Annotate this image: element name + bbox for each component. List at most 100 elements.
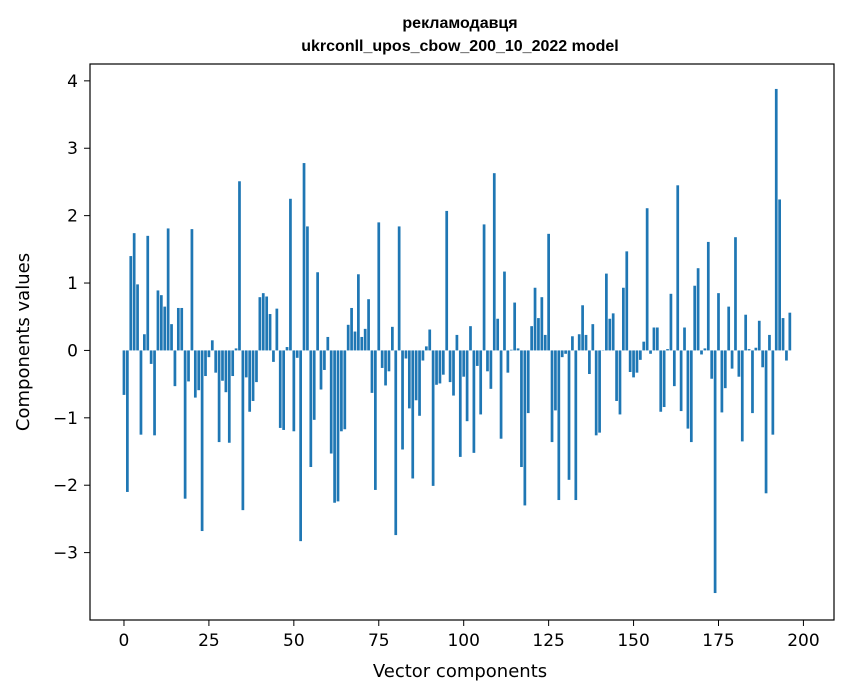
bar-2 <box>129 256 133 351</box>
bar-70 <box>360 336 364 351</box>
x-tick-label: 200 <box>787 631 819 651</box>
bar-29 <box>221 350 224 381</box>
bar-63 <box>336 350 340 502</box>
bar-12 <box>163 306 167 351</box>
bar-58 <box>319 350 323 390</box>
bar-163 <box>676 185 680 351</box>
bar-121 <box>533 287 537 351</box>
bar-144 <box>611 313 615 351</box>
bar-74 <box>374 350 377 490</box>
bar-142 <box>605 273 608 351</box>
bar-90 <box>428 329 432 351</box>
bar-37 <box>248 350 252 412</box>
bar-177 <box>723 350 727 389</box>
bar-30 <box>224 350 228 393</box>
bar-125 <box>547 233 550 351</box>
bar-150 <box>632 350 635 378</box>
bar-194 <box>781 318 785 351</box>
y-tick-label: −1 <box>53 409 78 429</box>
bar-42 <box>265 296 269 351</box>
bar-22 <box>197 350 201 391</box>
bar-148 <box>625 251 629 351</box>
bar-11 <box>159 295 163 351</box>
bar-110 <box>496 318 500 351</box>
bar-81 <box>397 226 401 351</box>
bar-136 <box>584 334 588 351</box>
bar-20 <box>190 229 194 351</box>
x-tick-label: 0 <box>119 631 130 651</box>
bar-32 <box>231 350 235 377</box>
bar-86 <box>414 350 418 401</box>
bar-69 <box>357 274 360 351</box>
bar-165 <box>683 327 686 351</box>
x-axis-label: Vector components <box>373 661 547 682</box>
bar-145 <box>615 350 618 401</box>
bar-182 <box>740 350 744 442</box>
bar-173 <box>710 350 714 379</box>
bar-25 <box>207 350 211 358</box>
bar-166 <box>686 350 690 429</box>
bar-178 <box>727 306 731 351</box>
plot-frame <box>89 63 835 621</box>
bar-54 <box>306 226 309 351</box>
bar-189 <box>764 350 768 494</box>
bar-174 <box>713 350 717 594</box>
bar-83 <box>404 350 408 359</box>
bar-152 <box>639 350 642 360</box>
bar-9 <box>153 350 156 436</box>
bar-193 <box>778 199 781 351</box>
bar-95 <box>445 210 449 351</box>
x-tick-label: 25 <box>198 631 220 651</box>
bar-77 <box>384 350 387 386</box>
bar-44 <box>272 350 275 362</box>
bar-184 <box>747 349 751 351</box>
bar-126 <box>550 350 554 443</box>
bar-109 <box>492 173 496 351</box>
bar-101 <box>465 350 469 422</box>
bar-76 <box>380 350 384 368</box>
bar-133 <box>574 350 578 501</box>
bar-27 <box>214 350 218 373</box>
bar-135 <box>581 305 584 351</box>
bar-138 <box>591 324 595 351</box>
bar-155 <box>649 350 652 354</box>
bar-129 <box>560 350 564 358</box>
bar-168 <box>693 285 697 351</box>
y-tick-label: 4 <box>67 72 78 92</box>
bar-50 <box>292 350 296 432</box>
bar-10 <box>156 290 160 351</box>
bar-67 <box>350 307 353 351</box>
bar-196 <box>788 312 792 351</box>
bar-131 <box>567 350 571 480</box>
y-tick-label: −2 <box>53 476 78 496</box>
bar-38 <box>251 350 255 401</box>
bar-104 <box>475 350 479 366</box>
bar-62 <box>333 350 336 503</box>
bar-89 <box>424 346 428 351</box>
chart-title-line-2: ukrconll_upos_cbow_200_10_2022 model <box>301 38 618 55</box>
bar-107 <box>486 350 489 372</box>
bar-124 <box>543 334 547 351</box>
bar-183 <box>744 314 748 351</box>
bar-192 <box>774 88 778 351</box>
bar-75 <box>377 222 381 351</box>
bar-57 <box>316 272 319 351</box>
bar-1 <box>126 350 129 492</box>
bar-134 <box>577 334 581 351</box>
bar-96 <box>448 350 452 383</box>
bar-153 <box>642 341 646 351</box>
bar-85 <box>411 350 415 479</box>
bar-181 <box>737 350 741 377</box>
bar-68 <box>353 331 357 351</box>
bar-46 <box>278 350 282 428</box>
bar-188 <box>761 350 765 368</box>
bar-154 <box>645 208 649 351</box>
bar-73 <box>370 350 374 393</box>
bar-61 <box>329 350 333 454</box>
x-tick-label: 125 <box>532 631 564 651</box>
bar-195 <box>785 350 788 361</box>
bar-33 <box>234 348 238 351</box>
bar-84 <box>407 350 411 409</box>
bar-36 <box>244 350 248 378</box>
bar-13 <box>166 228 170 351</box>
